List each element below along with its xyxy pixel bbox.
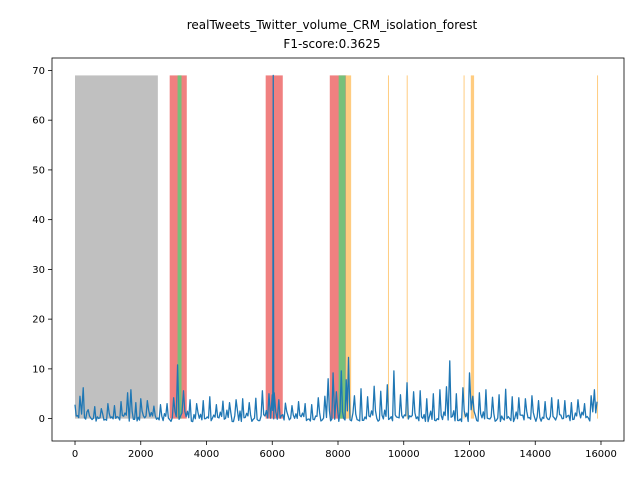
false-positive-region-3 [463, 75, 465, 419]
false-positive-region-1 [387, 75, 389, 419]
x-tick-label-3: 6000 [260, 449, 285, 460]
y-tick-label-2: 20 [32, 315, 45, 326]
x-tick-label-6: 12000 [454, 449, 486, 460]
y-tick-label-5: 50 [32, 165, 45, 176]
y-tick-label-6: 60 [32, 116, 45, 127]
false-positive-region-4 [470, 75, 475, 419]
y-tick-label-3: 30 [32, 265, 45, 276]
x-tick-label-5: 10000 [388, 449, 420, 460]
false-positive-region-2 [406, 75, 408, 419]
x-tick-label-0: 0 [72, 449, 78, 460]
true-positive-region-0 [177, 75, 182, 419]
x-tick-label-4: 8000 [325, 449, 350, 460]
true-positive-region-1 [338, 75, 346, 419]
chart-title: realTweets_Twitter_volume_CRM_isolation_… [187, 18, 478, 32]
series-line-0 [74, 74, 598, 423]
y-tick-label-0: 0 [39, 414, 45, 425]
chart-subtitle: F1-score:0.3625 [283, 37, 380, 51]
y-tick-label-7: 70 [32, 66, 45, 77]
x-tick-label-2: 4000 [194, 449, 219, 460]
region-layer [75, 75, 599, 419]
series-layer [74, 74, 598, 423]
x-axis: 0 2000 4000 6000 8000 10000 12000 14000 16000 [72, 441, 617, 460]
false-positive-region-5 [597, 75, 599, 419]
x-tick-label-7: 14000 [519, 449, 551, 460]
x-tick-label-8: 16000 [585, 449, 617, 460]
y-tick-label-4: 40 [32, 215, 45, 226]
anomaly-window-1 [265, 75, 283, 419]
x-tick-label-1: 2000 [128, 449, 153, 460]
y-tick-label-1: 10 [32, 364, 45, 375]
false-positive-region-0 [345, 75, 352, 419]
probation-region-0 [75, 75, 158, 419]
y-axis: 0 10 20 30 40 50 60 70 [32, 66, 52, 425]
